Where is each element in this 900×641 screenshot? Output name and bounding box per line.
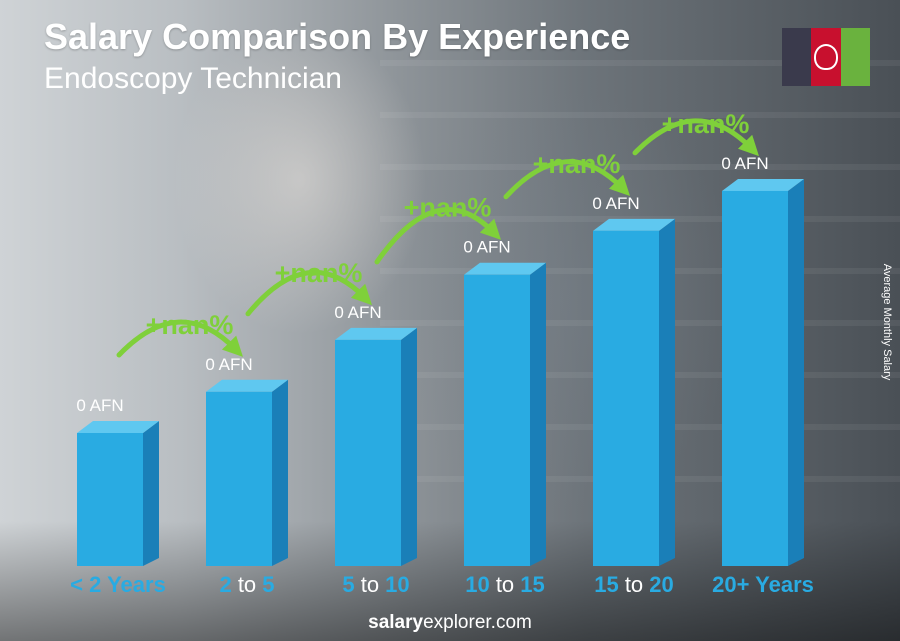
- change-label-3: +nan%: [533, 149, 621, 179]
- value-label-5: 0 AFN: [721, 154, 768, 173]
- flag-stripe-black: [782, 28, 812, 86]
- bar-side-0: [143, 421, 159, 566]
- bar-top-2: [335, 327, 417, 340]
- footer-brand-bold: salary: [368, 612, 424, 633]
- value-label-3: 0 AFN: [463, 238, 510, 257]
- value-label-2: 0 AFN: [334, 303, 381, 322]
- change-label-4: +nan%: [662, 109, 750, 139]
- site-footer[interactable]: salaryexplorer.com: [0, 612, 900, 634]
- change-label-1: +nan%: [275, 258, 363, 288]
- flag-stripe-green: [840, 28, 870, 86]
- x-tick-label-2: 5 to 10: [342, 572, 409, 597]
- bar-top-0: [77, 421, 159, 433]
- value-label-0: 0 AFN: [76, 396, 123, 415]
- x-tick-label-0: < 2 Years: [70, 572, 166, 597]
- bar-0: [77, 433, 143, 566]
- afghanistan-flag-icon: [782, 28, 870, 86]
- bar-top-4: [593, 218, 675, 231]
- bar-side-2: [401, 327, 417, 566]
- bar-top-3: [464, 262, 546, 275]
- change-label-2: +nan%: [404, 193, 492, 223]
- chart-title: Salary Comparison By Experience: [44, 16, 631, 57]
- bar-1: [206, 391, 272, 566]
- bar-side-5: [788, 178, 804, 566]
- flag-emblem-icon: [814, 44, 838, 70]
- x-tick-label-5: 20+ Years: [712, 572, 814, 597]
- x-tick-label-3: 10 to 15: [465, 572, 545, 597]
- value-label-4: 0 AFN: [592, 194, 639, 213]
- change-arrow-3: [503, 159, 630, 200]
- change-label-0: +nan%: [146, 310, 234, 340]
- x-tick-label-1: 2 to 5: [219, 572, 274, 597]
- footer-brand-rest: explorer.com: [423, 612, 532, 633]
- bar-side-1: [272, 379, 288, 566]
- bar-side-3: [530, 262, 546, 566]
- bar-top-1: [206, 379, 288, 392]
- value-label-1: 0 AFN: [205, 355, 252, 374]
- bar-4: [593, 230, 659, 566]
- bar-side-4: [659, 218, 675, 566]
- bar-5: [722, 190, 788, 566]
- bar-2: [335, 339, 401, 566]
- bar-top-5: [722, 178, 804, 191]
- change-arrow-1: [245, 269, 372, 317]
- bar-3: [464, 274, 530, 566]
- change-arrow-0: [116, 319, 243, 358]
- change-arrow-4: [632, 118, 759, 157]
- chart-subtitle: Endoscopy Technician: [44, 62, 342, 95]
- x-tick-label-4: 15 to 20: [594, 572, 674, 597]
- change-arrow-2: [374, 207, 501, 265]
